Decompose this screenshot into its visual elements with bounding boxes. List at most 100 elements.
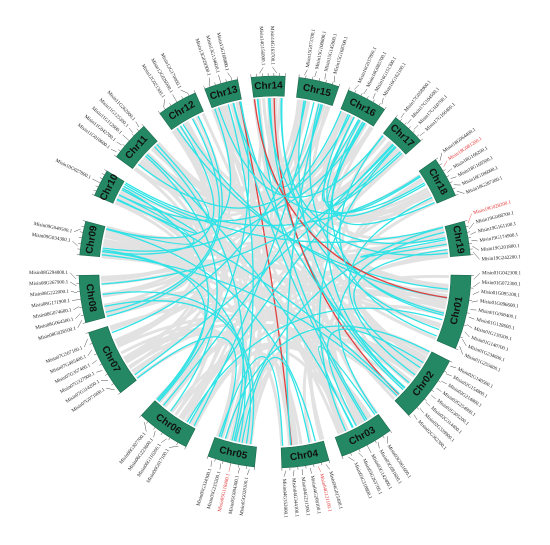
chromosome <box>418 159 456 204</box>
scale-tick <box>82 322 86 324</box>
scale-tick <box>435 157 439 160</box>
gene-leader <box>354 84 359 90</box>
gene-leader <box>441 380 447 385</box>
link <box>102 250 206 401</box>
gene-leader <box>439 152 443 161</box>
gene-leader <box>116 141 122 146</box>
gene-label: Misin19G174900.1 <box>479 233 519 244</box>
scale-tick <box>93 189 97 192</box>
background-link <box>155 143 421 371</box>
background-link <box>211 108 299 445</box>
gene-leader <box>309 467 312 474</box>
scale-tick <box>332 81 334 85</box>
scale-tick <box>225 79 227 83</box>
scale-tick <box>237 464 239 468</box>
scale-tick <box>126 138 130 142</box>
chromosome <box>140 400 196 448</box>
gene-leader <box>447 168 453 173</box>
gene-leader <box>70 291 78 293</box>
link <box>102 291 255 445</box>
background-link <box>178 125 437 341</box>
gene-leader <box>443 160 448 167</box>
gene-leader <box>473 282 480 288</box>
scale-tick <box>104 169 108 172</box>
scale-tick <box>424 398 427 401</box>
gene-label: Misin14G163700.1 <box>269 26 274 66</box>
gene-leader <box>363 88 368 95</box>
chromosome <box>334 413 391 457</box>
scale-tick <box>412 130 416 133</box>
gene-leader <box>210 460 212 467</box>
background-link <box>123 327 235 437</box>
gene-leader <box>473 272 481 280</box>
scale-tick <box>416 134 420 137</box>
scale-tick <box>449 181 453 184</box>
gene-leader <box>400 112 405 119</box>
scale-tick <box>80 231 84 233</box>
scale-tick <box>181 96 184 100</box>
chromosome-label: Chr14 <box>254 80 283 92</box>
chromosome <box>394 351 451 416</box>
link <box>239 101 410 384</box>
scale-tick <box>176 442 179 446</box>
scale-tick <box>118 392 121 395</box>
gene-leader <box>128 127 133 133</box>
background-link <box>230 103 292 446</box>
scale-tick <box>467 237 472 239</box>
gene-leader <box>70 281 77 287</box>
gene-leader <box>324 73 326 80</box>
scale-tick <box>214 82 216 86</box>
background-link <box>321 111 445 240</box>
scale-tick <box>446 175 450 178</box>
gene-label: Misin06G017100.1 <box>146 448 171 484</box>
gene-leader <box>92 178 98 182</box>
scale-tick <box>118 149 121 152</box>
scale-tick <box>452 187 456 190</box>
chromosome <box>436 274 472 349</box>
gene-leader <box>381 97 384 105</box>
gene-leader <box>464 331 470 338</box>
gene-leader <box>161 438 167 443</box>
background-link <box>305 126 374 440</box>
gene-leader <box>228 465 231 472</box>
link <box>317 345 376 429</box>
scale-tick <box>208 84 211 88</box>
gene-label: Misin08G222000.1 <box>30 290 70 299</box>
gene-leader <box>468 316 475 320</box>
scale-tick <box>341 456 344 460</box>
scale-tick <box>455 194 459 196</box>
gene-leader <box>445 373 452 377</box>
chromosome <box>207 437 257 468</box>
gene-leader <box>304 69 308 76</box>
scale-tick <box>449 360 453 363</box>
gene-label: Misin04G352000.1 <box>281 479 288 519</box>
gene-leader <box>431 395 437 400</box>
background-link <box>103 238 441 329</box>
gene-leader <box>472 251 480 260</box>
gene-leader <box>325 464 330 470</box>
scale-tick <box>313 464 315 468</box>
gene-label: Misin19G161100.1 <box>478 222 518 235</box>
link <box>298 100 406 389</box>
gene-leader <box>419 408 424 414</box>
scale-tick <box>318 78 321 82</box>
gene-leader <box>283 470 287 477</box>
gene-leader <box>314 71 317 78</box>
link <box>137 114 351 209</box>
gene-label: Misin09G034300.1 <box>31 233 71 244</box>
gene-leader <box>106 387 115 391</box>
scale-tick <box>321 462 323 466</box>
gene-label: Misin04G344100.1 <box>290 478 298 518</box>
scale-tick <box>229 462 232 466</box>
background-link <box>101 195 195 258</box>
gene-leader <box>77 320 83 328</box>
link <box>234 226 444 442</box>
scale-tick <box>350 452 352 456</box>
gene-leader <box>218 74 221 81</box>
gene-leader <box>466 324 473 329</box>
gene-leader <box>450 365 457 369</box>
chromosome <box>79 220 106 257</box>
scale-tick <box>157 110 160 114</box>
scale-tick <box>78 237 83 239</box>
gene-leader <box>259 67 264 74</box>
